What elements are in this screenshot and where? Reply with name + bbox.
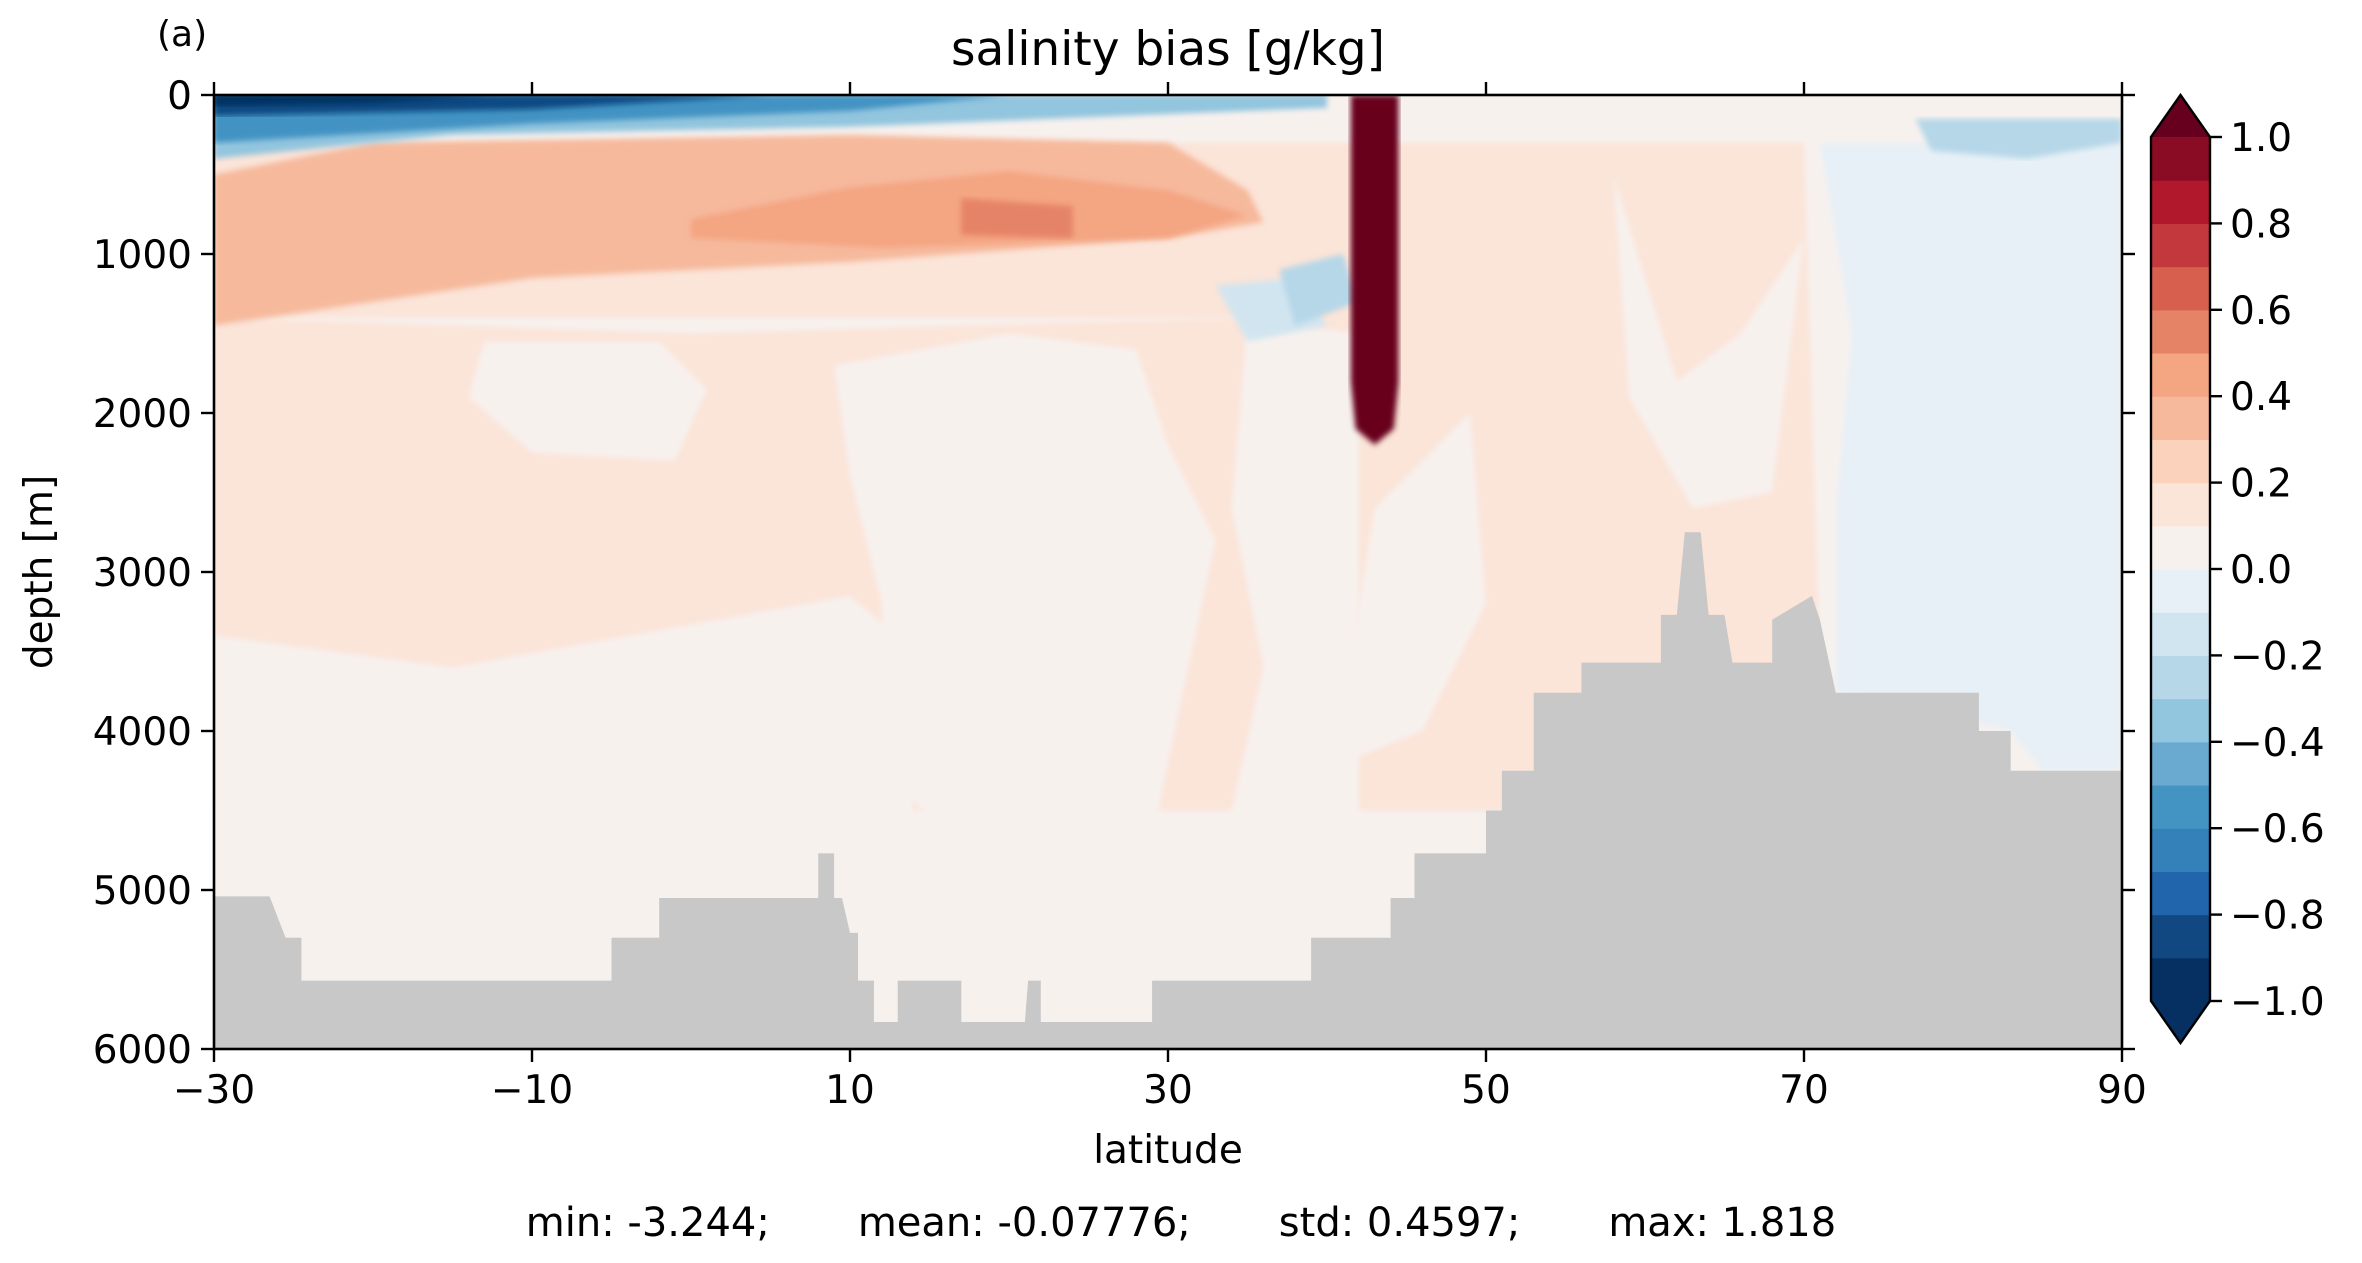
stat-max: max: 1.818 bbox=[1608, 1200, 1837, 1246]
colorbar-tick-label: −0.8 bbox=[2230, 894, 2325, 939]
colorbar-level bbox=[2151, 266, 2210, 311]
x-tick-label: −10 bbox=[491, 1068, 573, 1113]
colorbar-tick-label: 0.0 bbox=[2230, 548, 2292, 593]
contour-region-near-zero-column bbox=[834, 333, 1216, 1002]
bathymetry-mask bbox=[214, 532, 2122, 1049]
stat-std: std: 0.4597; bbox=[1278, 1200, 1521, 1246]
contour-region-arctic-fresh-surface bbox=[1915, 118, 2122, 159]
colorbar-tick-label: −0.2 bbox=[2230, 634, 2325, 679]
y-tick-label: 3000 bbox=[93, 551, 192, 596]
colorbar-level bbox=[2151, 871, 2210, 916]
colorbar-level bbox=[2151, 223, 2210, 268]
colorbar-level bbox=[2151, 914, 2210, 959]
colorbar-level bbox=[2151, 482, 2210, 527]
contour-region-near-zero-patch-deep bbox=[214, 595, 914, 890]
colorbar-tick-label: 1.0 bbox=[2230, 116, 2292, 161]
y-axis-label: depth [m] bbox=[17, 475, 62, 669]
colorbar-tick-label: 0.8 bbox=[2230, 202, 2292, 247]
colorbar-level bbox=[2151, 525, 2210, 570]
colorbar-level bbox=[2151, 612, 2210, 656]
panel-label: (a) bbox=[157, 14, 207, 55]
y-tick-label: 0 bbox=[167, 74, 192, 119]
x-axis-label: latitude bbox=[1093, 1128, 1243, 1173]
contour-region-near-zero-column-4 bbox=[1613, 174, 1804, 509]
colorbar-level bbox=[2151, 137, 2210, 181]
plot-area bbox=[214, 95, 2122, 1049]
colorbar-level bbox=[2151, 309, 2210, 354]
colorbar-level bbox=[2151, 353, 2210, 397]
x-tick-label: 30 bbox=[1143, 1068, 1193, 1113]
y-tick-label: 6000 bbox=[93, 1028, 192, 1073]
colorbar-level bbox=[2151, 396, 2210, 440]
colorbar-level bbox=[2151, 655, 2210, 700]
colorbar-level bbox=[2151, 828, 2210, 872]
x-tick-label: 90 bbox=[2097, 1068, 2147, 1113]
colorbar-tick-label: 0.4 bbox=[2230, 375, 2292, 420]
colorbar-level bbox=[2151, 785, 2210, 829]
colorbar-level bbox=[2151, 569, 2210, 613]
colorbar-level bbox=[2151, 741, 2210, 786]
colorbar-level bbox=[2151, 957, 2210, 1002]
colorbar-level bbox=[2151, 439, 2210, 484]
y-tick-label: 1000 bbox=[93, 233, 192, 278]
colorbar-level bbox=[2151, 698, 2210, 743]
colorbar-level bbox=[2151, 180, 2210, 224]
contour-region-intermediate-salty-peak bbox=[961, 198, 1073, 239]
contour-region-fresh-patch-mid-2 bbox=[1279, 254, 1359, 326]
contour-region-arctic-fresh-basin bbox=[1819, 142, 2122, 771]
stat-min: min: -3.244; bbox=[525, 1200, 770, 1246]
x-tick-label: 10 bbox=[825, 1068, 875, 1113]
axes: −30 −10 10 30 50 70 90 0 1000 2000 3000 4000 5000 600… bbox=[93, 74, 2147, 1113]
colorbar-tick-label: −0.6 bbox=[2230, 807, 2325, 852]
x-tick-label: 70 bbox=[1779, 1068, 1829, 1113]
y-tick-label: 4000 bbox=[93, 710, 192, 755]
colorbar-tick-label: −1.0 bbox=[2230, 980, 2325, 1025]
stat-mean: mean: -0.07776; bbox=[857, 1200, 1191, 1246]
contour-region-near-zero-column-2 bbox=[1231, 317, 1359, 938]
x-tick-label: 50 bbox=[1461, 1068, 1511, 1113]
y-tick-label: 2000 bbox=[93, 392, 192, 437]
colorbar: 1.0 0.8 0.6 0.4 0.2 0.0 −0.2 −0.4 −0.6 −0.8 −1.0 bbox=[2149, 92, 2325, 1046]
statistics-line: min: -3.244; mean: -0.07776; std: 0.4597; m… bbox=[0, 1200, 2362, 1246]
colorbar-extend-bottom bbox=[2151, 1001, 2210, 1043]
y-tick-label: 5000 bbox=[93, 869, 192, 914]
contour-region-high-salinity-plume bbox=[1350, 95, 1399, 445]
x-tick-label: −30 bbox=[173, 1068, 255, 1113]
contour-region-near-zero-column-3 bbox=[1342, 413, 1486, 763]
contour-region-southern-fresh-surface-4 bbox=[214, 95, 501, 107]
colorbar-tick-label: −0.4 bbox=[2230, 721, 2325, 766]
colorbar-extend-top bbox=[2151, 95, 2210, 137]
contour-region-near-zero-patch-south bbox=[468, 341, 707, 461]
colorbar-tick-label: 0.6 bbox=[2230, 289, 2292, 334]
chart-title: salinity bias [g/kg] bbox=[951, 22, 1385, 77]
colorbar-tick-label: 0.2 bbox=[2230, 462, 2292, 507]
